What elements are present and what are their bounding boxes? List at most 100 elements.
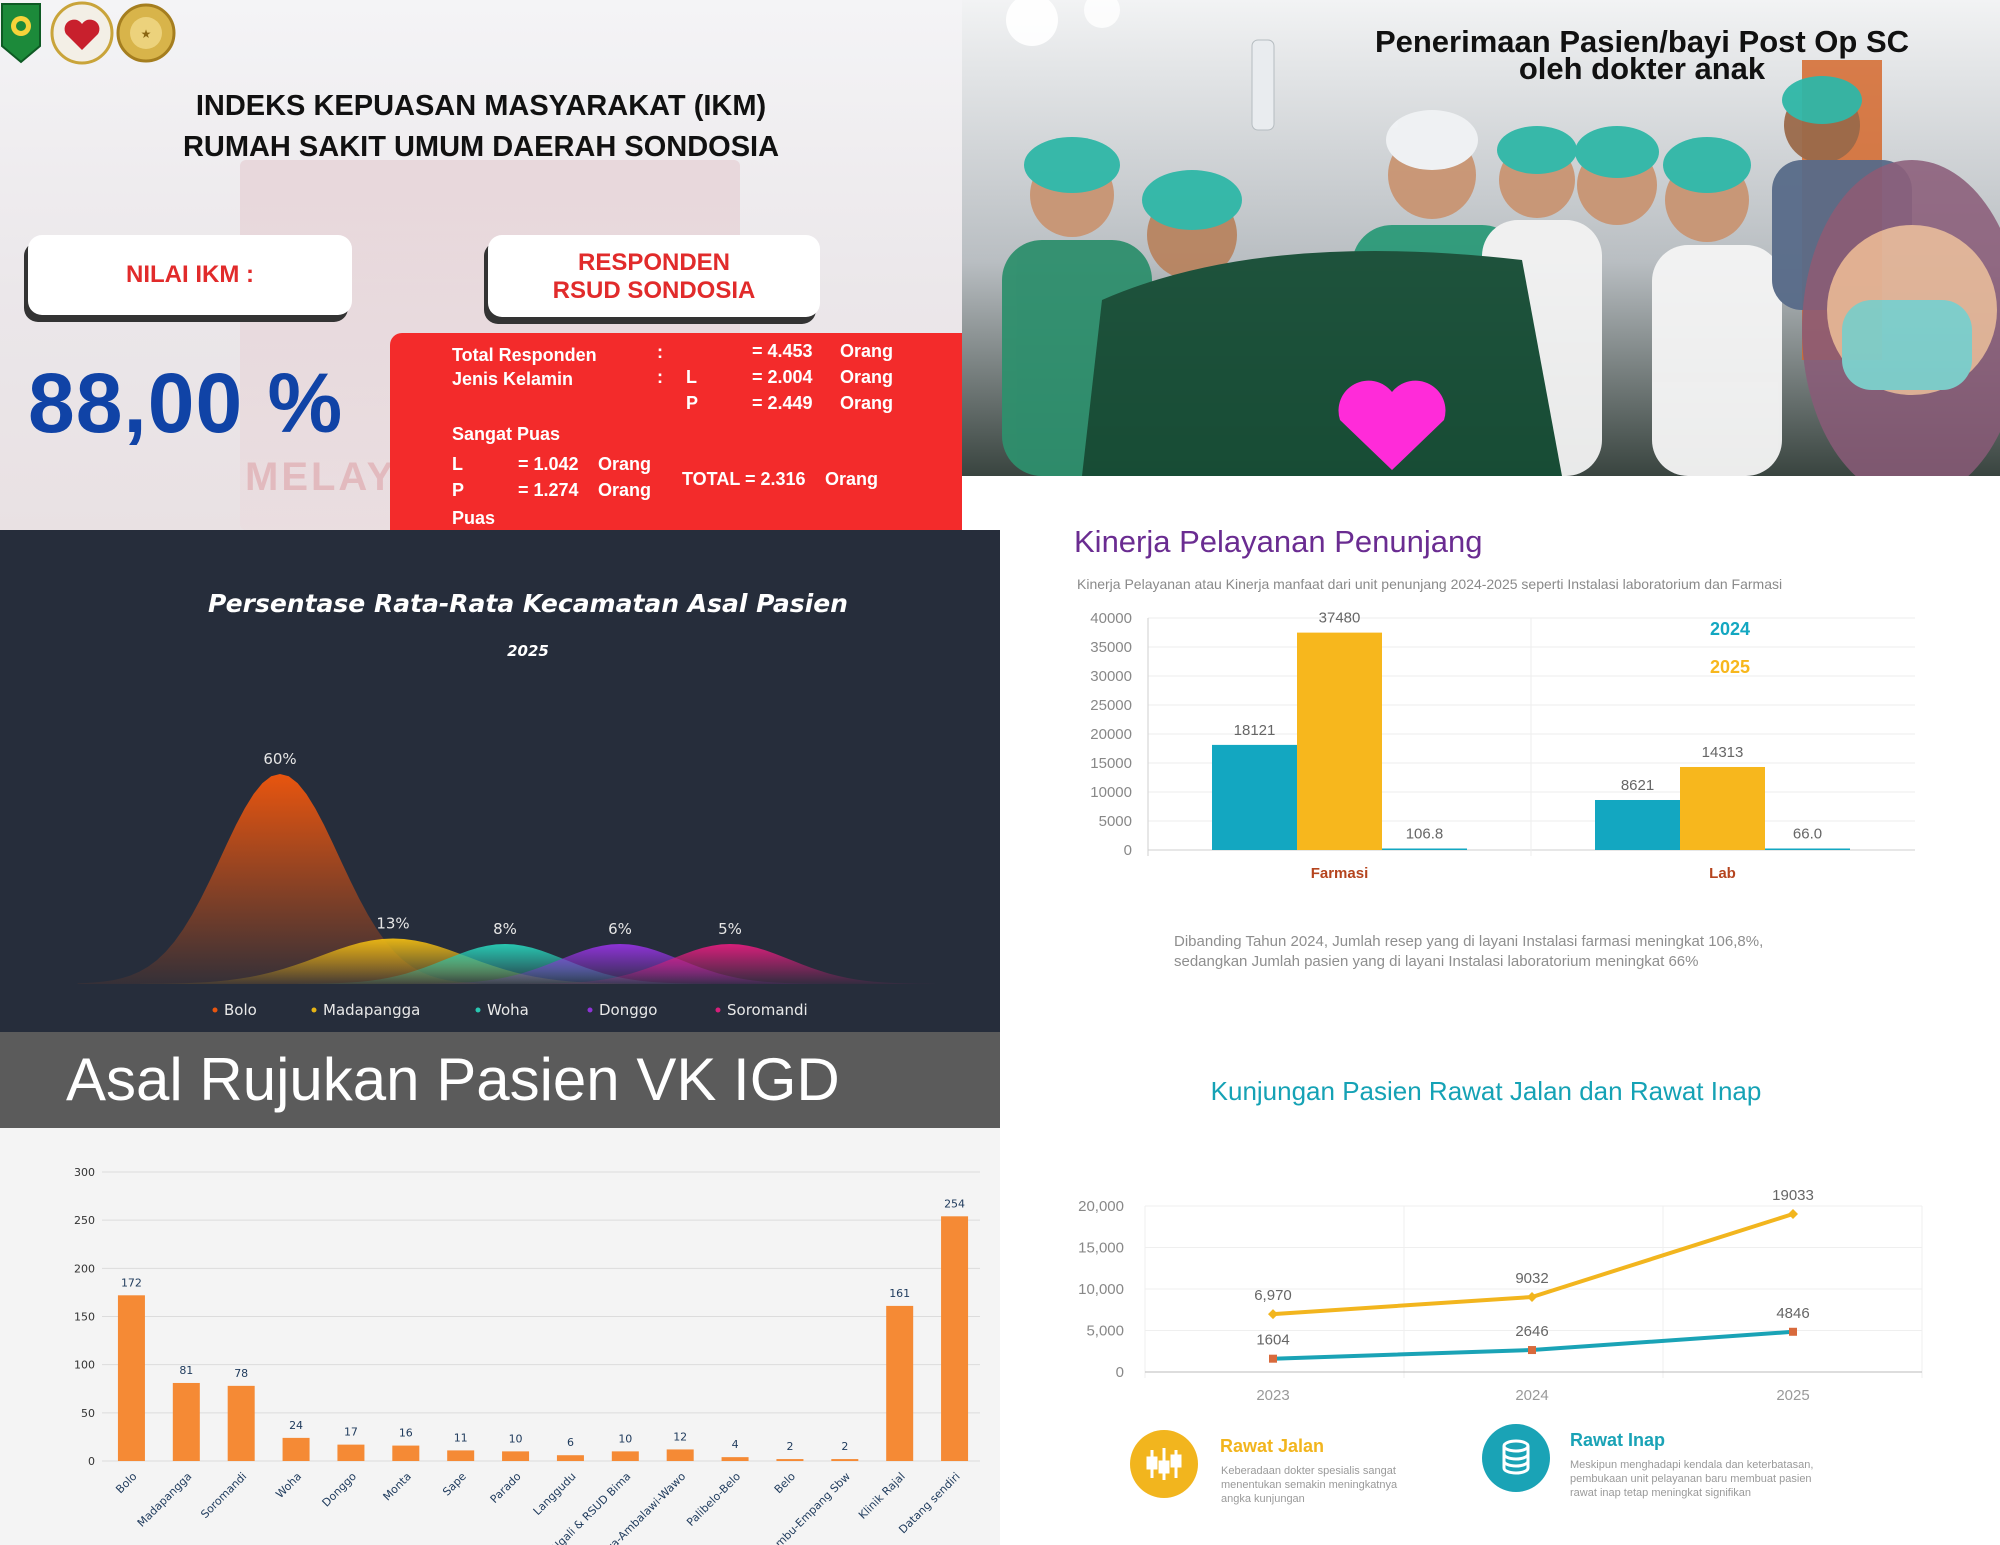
kinerja-note-line1: Dibanding Tahun 2024, Jumlah resep yang …: [1174, 933, 1764, 950]
x-tick-label: Sape: [440, 1470, 469, 1499]
area-soromandi: [523, 944, 937, 984]
bar: [282, 1437, 310, 1461]
heart-sticker-icon: [1338, 380, 1446, 470]
y-tick-label: 0: [1116, 1364, 1124, 1381]
bar: [337, 1444, 365, 1461]
l-unit: Orang: [840, 367, 894, 387]
x-tick-label: Klinik Rajal: [856, 1470, 908, 1522]
x-tick-label: Bolo: [113, 1470, 139, 1496]
total-responden-label: Total Responden: [452, 345, 597, 365]
bar: [776, 1459, 804, 1461]
legend-bolo: Bolo: [224, 1001, 257, 1019]
y-tick-label: 20000: [1090, 726, 1132, 743]
area-value-label: 6%: [608, 920, 632, 938]
legend-woha: Woha: [487, 1001, 529, 1019]
area-value-label: 13%: [376, 915, 409, 933]
bar: [886, 1305, 914, 1461]
area-woha: [298, 944, 712, 984]
ikm-title-line2: RUMAH SAKIT UMUM DAERAH SONDOSIA: [182, 131, 780, 163]
bar: [172, 1382, 200, 1461]
vk-igd-header: [0, 1032, 1000, 1128]
legend-dot: [475, 1007, 481, 1013]
legend-dot: [212, 1007, 218, 1013]
y-tick-label: 0: [1124, 842, 1132, 859]
bar-value-label: 78: [234, 1367, 248, 1380]
y-tick-label: 10,000: [1078, 1281, 1124, 1298]
respondent-summary-box: Total Responden : = 4.453 Orang Jenis Ke…: [390, 333, 962, 530]
bar-value-label: 11: [454, 1431, 468, 1444]
vk-igd-title: Asal Rujukan Pasien VK IGD: [66, 1046, 840, 1113]
ministry-logo-icon: [1, 3, 41, 64]
bar-farmasi: [1212, 744, 1297, 850]
bar: [227, 1385, 255, 1461]
bar-value-label: 254: [944, 1197, 965, 1210]
point-value-label: 6,970: [1254, 1287, 1292, 1304]
bar-value-label: 2: [786, 1440, 793, 1453]
rawat-jalan-desc-line2: menentukan semakin meningkatnya: [1221, 1479, 1398, 1491]
y-tick-label: 50: [81, 1407, 95, 1420]
x-tick-label: 2024: [1515, 1387, 1548, 1404]
area-chart-subtitle: 2025: [507, 642, 549, 660]
bar: [556, 1455, 584, 1461]
line-marker: [1527, 1292, 1537, 1303]
y-tick-label: 0: [88, 1455, 95, 1468]
p-label: P: [686, 393, 699, 413]
bar: [831, 1459, 859, 1461]
legend-2025: 2025: [1710, 657, 1750, 677]
area-value-label: 5%: [718, 920, 742, 938]
kinerja-note: Dibanding Tahun 2024, Jumlah resep yang …: [1174, 932, 1763, 972]
y-tick-label: 25000: [1090, 697, 1132, 714]
rawat-inap-desc: Meskipun menghadapi kendala dan keterbat…: [1570, 1458, 1813, 1500]
bar-value-label: 6: [567, 1436, 574, 1449]
y-tick-label: 5000: [1099, 813, 1132, 830]
x-tick-label: Monta: [381, 1470, 414, 1503]
x-tick-label: Parado: [488, 1470, 524, 1506]
y-tick-label: 40000: [1090, 610, 1132, 627]
bar-value-label: 12: [673, 1430, 687, 1443]
kunjungan-line-chart: 0 5,000 10,000 15,000 20,000 2023 2024 2025 6,97…: [1078, 1187, 1923, 1404]
area-madapangga: [140, 938, 646, 984]
rawat-jalan-desc-line3: angka kunjungan: [1221, 1493, 1305, 1505]
x-tick-label: 2023: [1256, 1387, 1289, 1404]
bar-value-label: 2: [841, 1440, 848, 1453]
svg-text:★: ★: [141, 27, 152, 41]
y-tick-label: 10000: [1090, 784, 1132, 801]
y-tick-label: 100: [74, 1359, 95, 1372]
photo-caption-line2: oleh dokter anak: [1518, 51, 1766, 86]
bar: [502, 1451, 530, 1461]
legend-soromandi: Soromandi: [727, 1001, 808, 1019]
x-tick-label: Belo: [772, 1470, 798, 1496]
sangat-puas-label: Sangat Puas: [452, 424, 561, 444]
x-tick-label: Farmasi: [1311, 865, 1369, 882]
kunjungan-title: Kunjungan Pasien Rawat Jalan dan Rawat I…: [1210, 1076, 1762, 1106]
x-tick-label: Donggo: [320, 1470, 360, 1510]
vk-igd-bar-chart: 050100150200250300172Bolo81Madapangga78S…: [74, 1166, 980, 1545]
ikm-panel: MELAY ★ INDEKS KEPUASAN MASYARAKAT (IKM)…: [0, 0, 962, 530]
bar-value-label: 18121: [1234, 722, 1276, 739]
rawat-inap-desc-line3: rawat inap tetap meningkat signifikan: [1570, 1487, 1751, 1499]
legend-donggo: Donggo: [599, 1001, 657, 1019]
point-value-label: 2646: [1515, 1323, 1548, 1340]
bar: [666, 1449, 694, 1461]
y-tick-label: 5,000: [1086, 1323, 1124, 1340]
photo-caption-line1: Penerimaan Pasien/bayi Post Op SC: [1374, 24, 1910, 59]
bar-value-label: 8621: [1621, 777, 1654, 794]
y-tick-label: 35000: [1090, 639, 1132, 656]
p-value: = 2.449: [752, 393, 813, 413]
surgical-light-icon: [1006, 0, 1058, 46]
x-tick-label: Langgudu: [531, 1470, 579, 1518]
bar-value-label: 16: [399, 1427, 413, 1440]
bar: [392, 1445, 420, 1461]
bar-farmasi: [1297, 632, 1382, 850]
line-marker: [1789, 1327, 1797, 1336]
y-tick-label: 15000: [1090, 755, 1132, 772]
bar-farmasi: [1382, 848, 1467, 850]
line-marker: [1268, 1309, 1278, 1320]
bar-value-label: 161: [889, 1287, 910, 1300]
y-tick-label: 20,000: [1078, 1198, 1124, 1215]
line-marker: [1528, 1346, 1536, 1355]
operating-room-photo: Penerimaan Pasien/bayi Post Op SC oleh d…: [962, 0, 2000, 476]
y-tick-label: 30000: [1090, 668, 1132, 685]
y-tick-label: 150: [74, 1311, 95, 1324]
puas-label: Puas: [452, 508, 496, 528]
